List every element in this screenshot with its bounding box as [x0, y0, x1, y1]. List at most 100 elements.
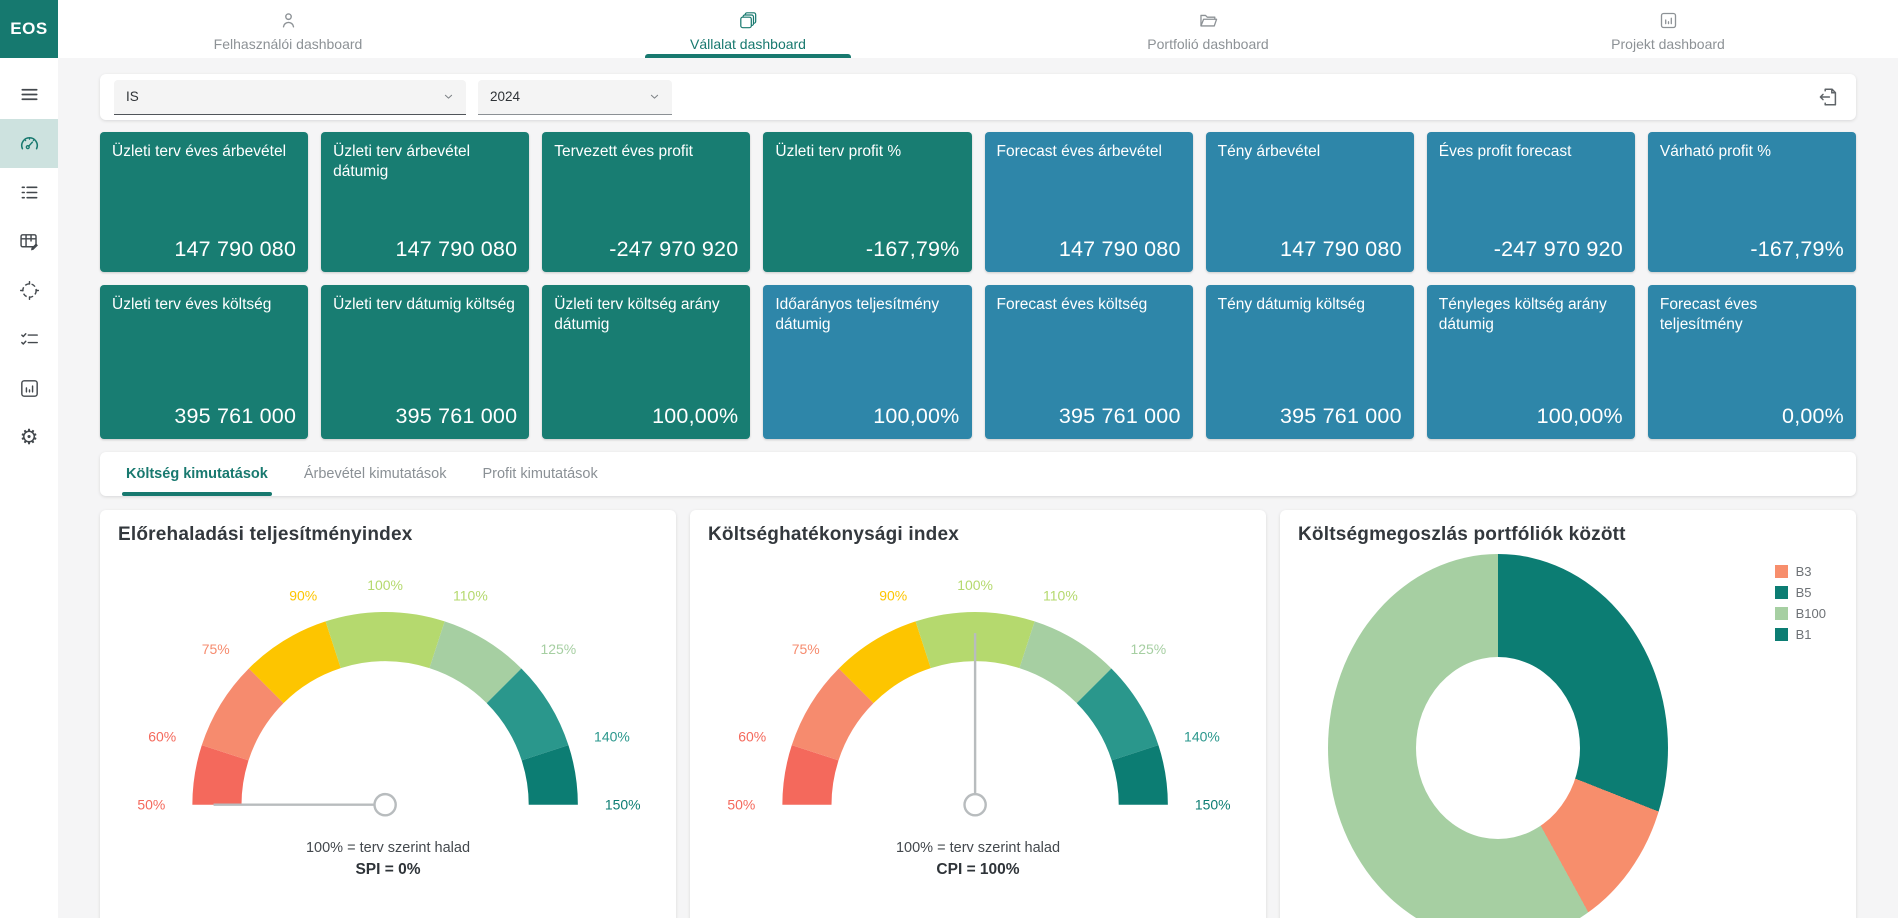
kpi-label: Várható profit %	[1659, 143, 1772, 160]
legend-swatch	[1774, 628, 1788, 641]
kpi-card: Üzleti terv költség arány dátumig 100,00%	[542, 285, 751, 439]
sidebar-item-tasks[interactable]	[0, 315, 58, 364]
svg-text:90%: 90%	[289, 588, 317, 604]
legend-item-b5[interactable]: B5	[1774, 585, 1826, 600]
active-tab-underline	[645, 54, 851, 58]
legend-label: B100	[1795, 606, 1826, 621]
report-tab-profit-kimutat-sok[interactable]: Profit kimutatások	[464, 452, 615, 496]
gear-icon: ⚙	[19, 426, 39, 449]
svg-text:50%: 50%	[137, 797, 165, 813]
nav-tab-portfoli-dashboard[interactable]: Portfolió dashboard	[978, 0, 1438, 58]
report-tab-label: Árbevétel kimutatások	[303, 466, 447, 482]
legend-item-b3[interactable]: B3	[1774, 564, 1826, 579]
spi-gauge-chart: 50% 60% 75% 90% 100% 110% 125% 140% 150%	[118, 558, 658, 824]
legend-swatch	[1774, 565, 1788, 578]
sidebar-item-dashboard[interactable]	[0, 119, 58, 168]
kpi-card: Várható profit % -167,79%	[1647, 132, 1856, 272]
kpi-value: -247 970 920	[609, 237, 739, 261]
chart-title: Költséghatékonysági index	[708, 524, 960, 545]
kpi-card: Tényleges költség arány dátumig 100,00%	[1426, 285, 1635, 439]
layers-icon	[738, 10, 759, 32]
gauge-svg: 50% 60% 75% 90% 100% 110% 125% 140% 150%	[727, 577, 1231, 817]
year-select-value: 2024	[490, 89, 521, 104]
sidebar-item-data-edit[interactable]	[0, 217, 58, 266]
kpi-value: 147 790 080	[1279, 237, 1402, 261]
kpi-value: -167,79%	[865, 237, 960, 261]
sidebar-item-target[interactable]	[0, 266, 58, 315]
sidebar-item-list[interactable]	[0, 168, 58, 217]
legend-item-b100[interactable]: B100	[1774, 606, 1826, 621]
nav-tab-felhaszn-l-i-dashboard[interactable]: Felhasználói dashboard	[58, 0, 518, 58]
export-file-icon	[1816, 85, 1840, 109]
kpi-card: Tény árbevétel 147 790 080	[1205, 132, 1414, 272]
svg-text:50%: 50%	[727, 797, 755, 813]
report-tab--rbev-tel-kimutat-sok[interactable]: Árbevétel kimutatások	[286, 452, 465, 496]
kpi-value: -167,79%	[1750, 237, 1844, 261]
svg-text:90%: 90%	[879, 588, 907, 604]
filter-bar: IS 2024	[100, 74, 1856, 120]
gauge-value: SPI = 0%	[355, 861, 421, 878]
kpi-card: Tény dátumig költség 395 761 000	[1205, 285, 1414, 439]
sidebar-item-settings[interactable]: ⚙	[0, 413, 58, 462]
donut-legend: B3 B5 B100 B1	[1774, 564, 1826, 648]
charts-row: Előrehaladási teljesítményindex 50% 60% 75…	[100, 510, 1856, 918]
gauge-note: 100% = terv szerint halad	[895, 840, 1061, 856]
report-tab-label: Költség kimutatások	[126, 466, 268, 482]
chart-title: Költségmegoszlás portfóliók között	[1298, 524, 1626, 545]
kpi-card: Üzleti terv dátumig költség 395 761 000	[321, 285, 530, 439]
kpi-value: 147 790 080	[395, 237, 518, 261]
kpi-label: Tervezett éves profit	[554, 143, 693, 160]
portfolio-select[interactable]: IS	[114, 79, 466, 115]
svg-text:125%: 125%	[540, 641, 576, 657]
nav-tab-projekt-dashboard[interactable]: Projekt dashboard	[1438, 0, 1898, 58]
sidebar-item-menu[interactable]	[0, 70, 58, 119]
gauge-svg: 50% 60% 75% 90% 100% 110% 125% 140% 150%	[137, 577, 641, 817]
chart-card-cost-distribution-donut: Költségmegoszlás portfóliók között B3 B5 B…	[1280, 510, 1856, 918]
svg-text:110%: 110%	[1043, 588, 1078, 604]
kpi-label: Forecast éves költség	[996, 296, 1148, 313]
svg-text:110%: 110%	[453, 588, 488, 604]
nav-tab-label: Felhasználói dashboard	[213, 36, 363, 52]
portfolio-select-value: IS	[126, 89, 139, 104]
kpi-row-2: Üzleti terv éves költség 395 761 000 Üzlet…	[100, 285, 1856, 439]
content: IS 2024 Üzleti terv éves árbevétel 147 79…	[58, 58, 1898, 918]
kpi-card: Forecast éves teljesítmény 0,00%	[1647, 285, 1856, 439]
kpi-card: Tervezett éves profit -247 970 920	[542, 132, 751, 272]
kpi-card: Üzleti terv éves árbevétel 147 790 080	[100, 132, 309, 272]
legend-label: B3	[1795, 564, 1812, 579]
kpi-card: Üzleti terv árbevétel dátumig 147 790 080	[321, 132, 530, 272]
kpi-value: -247 970 920	[1493, 237, 1623, 261]
legend-swatch	[1774, 586, 1788, 599]
chevron-down-icon	[441, 89, 456, 104]
kpi-label: Tény árbevétel	[1217, 143, 1321, 160]
kpi-value: 147 790 080	[1058, 237, 1181, 261]
kpi-label: Üzleti terv költség arány dátumig	[554, 296, 720, 334]
year-select[interactable]: 2024	[478, 79, 672, 115]
sidebar-item-reports[interactable]	[0, 364, 58, 413]
top-nav: Felhasználói dashboard Vállalat dashboard…	[58, 0, 1898, 58]
kpi-card: Üzleti terv éves költség 395 761 000	[100, 285, 309, 439]
report-tabs: Költség kimutatások Árbevétel kimutatások…	[100, 452, 1856, 496]
sidebar-nav: ⚙	[0, 70, 58, 462]
nav-tab-label: Vállalat dashboard	[690, 36, 806, 52]
legend-label: B5	[1795, 585, 1812, 600]
kpi-label: Üzleti terv dátumig költség	[333, 296, 515, 313]
kpi-label: Forecast éves árbevétel	[996, 143, 1162, 160]
kpi-value: 100,00%	[1536, 404, 1623, 428]
legend-item-b1[interactable]: B1	[1774, 627, 1826, 642]
folder-icon	[1198, 10, 1219, 32]
svg-text:60%: 60%	[148, 729, 176, 745]
export-button[interactable]	[1814, 83, 1842, 111]
svg-text:150%: 150%	[605, 797, 641, 813]
kpi-value: 395 761 000	[1058, 404, 1181, 428]
nav-tab-v-llalat-dashboard[interactable]: Vállalat dashboard	[518, 0, 978, 58]
kpi-label: Forecast éves teljesítmény	[1659, 296, 1758, 334]
report-tab-k-lts-g-kimutat-sok[interactable]: Költség kimutatások	[108, 452, 286, 496]
kpi-value: 100,00%	[652, 404, 739, 428]
report-tab-label: Profit kimutatások	[482, 466, 598, 482]
chevron-down-icon	[647, 89, 662, 104]
svg-text:100%: 100%	[957, 577, 993, 593]
menu-icon	[18, 83, 41, 106]
active-report-tab-underline	[122, 492, 272, 496]
